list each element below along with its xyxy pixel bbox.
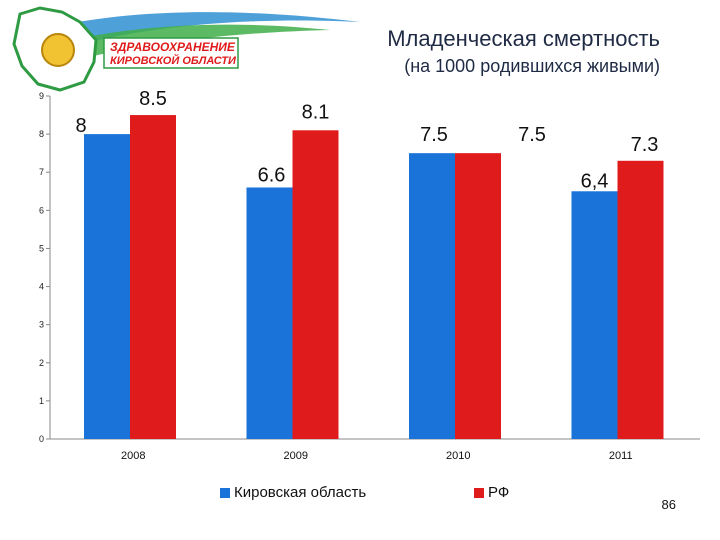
y-tick-label: 8 [39, 129, 44, 139]
emblem-icon [41, 33, 75, 67]
y-tick-label: 6 [39, 205, 44, 215]
logo-text-box [103, 37, 239, 69]
data-label: 6.6 [258, 164, 286, 186]
data-label: 7.5 [420, 124, 448, 146]
data-label: 7.3 [631, 134, 659, 156]
y-tick-label: 0 [39, 434, 44, 444]
y-tick-label: 2 [39, 358, 44, 368]
logo-line2: КИРОВСКОЙ ОБЛАСТИ [110, 54, 237, 67]
legend-swatch-kirov [220, 487, 230, 498]
data-label: 7.5 [518, 124, 546, 146]
legend-item-rf: РФ [474, 484, 509, 501]
legend-label-kirov: Кировская область [234, 484, 367, 501]
y-tick-label: 7 [39, 167, 44, 177]
bar-rf-2011 [617, 160, 664, 440]
y-tick-label: 3 [39, 320, 44, 330]
x-tick-label: 2009 [284, 450, 308, 462]
bar-rf-2008 [130, 115, 176, 440]
y-tick-label: 1 [39, 396, 44, 406]
y-tick-label: 5 [39, 243, 44, 253]
legend-item-kirov: Кировская область [220, 484, 366, 501]
x-tick-label: 2011 [609, 450, 633, 462]
x-tick-label: 2008 [121, 450, 145, 462]
y-tick-label: 9 [39, 91, 44, 101]
bar-kirov-2008 [84, 134, 130, 439]
chart-title: Младенческая смертность [387, 26, 660, 51]
bar-kirov-2009 [246, 187, 293, 439]
y-tick-label: 4 [39, 282, 44, 292]
banner-ribbon-green [50, 24, 330, 62]
page-number: 86 [661, 497, 676, 512]
x-tick-label: 2010 [446, 450, 470, 462]
banner-ribbon [40, 12, 360, 51]
logo-line1: ЗДРАВООХРАНЕНИЕ [110, 40, 236, 54]
header-banner: ЗДРАВООХРАНЕНИЕ КИРОВСКОЙ ОБЛАСТИ [12, 6, 360, 92]
data-label: 8 [75, 115, 86, 137]
data-label: 8.5 [139, 88, 167, 110]
data-label: 8.1 [302, 101, 330, 123]
bar-kirov-2011 [571, 191, 618, 439]
bar-rf-2010 [455, 153, 501, 439]
chart-bars [84, 115, 664, 440]
chart-data-labels: 8 8.5 6.6 8.1 7.5 7.5 6,4 7.3 [75, 88, 658, 192]
bar-kirov-2010 [409, 153, 455, 439]
legend-label-rf: РФ [488, 484, 510, 501]
bar-rf-2009 [292, 130, 339, 440]
legend-swatch-rf [474, 487, 484, 498]
chart-subtitle: (на 1000 родившихся живыми) [404, 56, 660, 76]
data-label: 6,4 [581, 170, 609, 192]
